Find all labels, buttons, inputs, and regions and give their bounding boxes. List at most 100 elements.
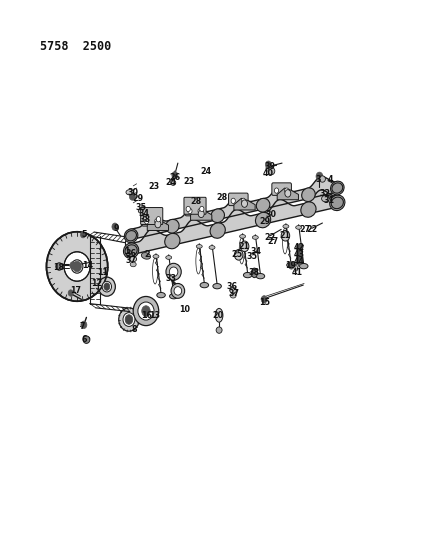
Ellipse shape bbox=[283, 224, 289, 228]
Circle shape bbox=[281, 230, 290, 241]
Ellipse shape bbox=[124, 229, 138, 243]
Ellipse shape bbox=[157, 293, 165, 298]
Text: 36: 36 bbox=[226, 282, 238, 291]
Text: 35: 35 bbox=[247, 253, 258, 262]
Ellipse shape bbox=[211, 209, 224, 223]
Text: 31: 31 bbox=[323, 196, 334, 205]
Circle shape bbox=[241, 198, 246, 204]
Ellipse shape bbox=[169, 267, 178, 277]
Text: 26: 26 bbox=[169, 173, 181, 182]
Ellipse shape bbox=[215, 309, 223, 322]
Ellipse shape bbox=[141, 253, 151, 259]
Text: 37: 37 bbox=[125, 256, 137, 265]
Text: 27: 27 bbox=[267, 237, 278, 246]
Text: 28: 28 bbox=[190, 197, 202, 206]
Circle shape bbox=[156, 216, 160, 222]
Text: 38: 38 bbox=[249, 268, 260, 277]
Ellipse shape bbox=[253, 236, 259, 239]
Polygon shape bbox=[190, 208, 212, 220]
Ellipse shape bbox=[268, 167, 275, 175]
Ellipse shape bbox=[240, 235, 246, 238]
Text: 22: 22 bbox=[306, 225, 318, 234]
Ellipse shape bbox=[126, 190, 134, 195]
Text: 34: 34 bbox=[138, 209, 149, 218]
Circle shape bbox=[142, 306, 150, 317]
Text: 29: 29 bbox=[259, 217, 270, 226]
Ellipse shape bbox=[287, 262, 295, 268]
FancyBboxPatch shape bbox=[142, 214, 161, 226]
Circle shape bbox=[143, 216, 147, 222]
Ellipse shape bbox=[165, 233, 180, 249]
Polygon shape bbox=[130, 190, 338, 255]
Ellipse shape bbox=[251, 268, 257, 278]
Text: 22: 22 bbox=[265, 233, 276, 242]
Text: 5: 5 bbox=[82, 230, 87, 239]
Ellipse shape bbox=[83, 336, 90, 343]
Text: 16: 16 bbox=[141, 311, 152, 320]
Circle shape bbox=[241, 241, 249, 252]
Circle shape bbox=[316, 172, 323, 181]
Circle shape bbox=[70, 262, 76, 269]
Ellipse shape bbox=[125, 245, 137, 256]
Text: 32: 32 bbox=[320, 189, 331, 198]
Circle shape bbox=[129, 193, 135, 200]
Text: 34: 34 bbox=[250, 247, 261, 256]
Text: 7: 7 bbox=[80, 322, 85, 332]
Circle shape bbox=[265, 161, 271, 168]
Circle shape bbox=[296, 251, 302, 259]
Ellipse shape bbox=[230, 293, 236, 298]
Ellipse shape bbox=[200, 282, 208, 288]
Ellipse shape bbox=[138, 302, 154, 320]
Ellipse shape bbox=[171, 180, 176, 185]
Text: 5758  2500: 5758 2500 bbox=[40, 40, 111, 53]
Polygon shape bbox=[130, 176, 338, 239]
Circle shape bbox=[296, 244, 302, 252]
Text: 1: 1 bbox=[124, 247, 130, 256]
Text: 9: 9 bbox=[113, 224, 119, 233]
Circle shape bbox=[241, 200, 247, 207]
Circle shape bbox=[104, 283, 110, 290]
Text: 14: 14 bbox=[82, 261, 93, 270]
Circle shape bbox=[188, 208, 192, 214]
Ellipse shape bbox=[171, 284, 184, 298]
Text: 4: 4 bbox=[328, 174, 334, 183]
Ellipse shape bbox=[56, 263, 62, 270]
Text: 18: 18 bbox=[53, 263, 64, 272]
Ellipse shape bbox=[47, 232, 107, 301]
Ellipse shape bbox=[209, 246, 215, 249]
Ellipse shape bbox=[213, 284, 221, 289]
Text: 15: 15 bbox=[259, 298, 270, 307]
Ellipse shape bbox=[331, 197, 343, 209]
Text: 6: 6 bbox=[82, 335, 87, 344]
Ellipse shape bbox=[244, 272, 252, 278]
Ellipse shape bbox=[332, 183, 343, 193]
Ellipse shape bbox=[174, 287, 181, 295]
Text: 38: 38 bbox=[140, 215, 151, 224]
Text: 19: 19 bbox=[285, 261, 296, 270]
Circle shape bbox=[200, 206, 204, 212]
Circle shape bbox=[261, 296, 267, 303]
Circle shape bbox=[155, 220, 161, 228]
Text: 10: 10 bbox=[179, 305, 190, 314]
Text: 28: 28 bbox=[216, 193, 227, 202]
Text: 24: 24 bbox=[200, 166, 211, 175]
Text: 23: 23 bbox=[183, 177, 194, 186]
Circle shape bbox=[198, 208, 202, 214]
FancyBboxPatch shape bbox=[229, 193, 248, 206]
Ellipse shape bbox=[330, 181, 344, 195]
Ellipse shape bbox=[321, 196, 329, 202]
Circle shape bbox=[176, 288, 180, 294]
FancyBboxPatch shape bbox=[141, 207, 163, 224]
Ellipse shape bbox=[319, 176, 325, 182]
Circle shape bbox=[186, 206, 190, 212]
Text: 36: 36 bbox=[125, 249, 137, 258]
Text: 21: 21 bbox=[280, 231, 291, 240]
Text: 39: 39 bbox=[265, 163, 276, 171]
Ellipse shape bbox=[256, 198, 270, 212]
Ellipse shape bbox=[196, 245, 202, 248]
Circle shape bbox=[68, 290, 73, 296]
Text: 3: 3 bbox=[315, 174, 321, 183]
Ellipse shape bbox=[126, 231, 137, 241]
Circle shape bbox=[80, 231, 86, 238]
Ellipse shape bbox=[138, 208, 145, 214]
